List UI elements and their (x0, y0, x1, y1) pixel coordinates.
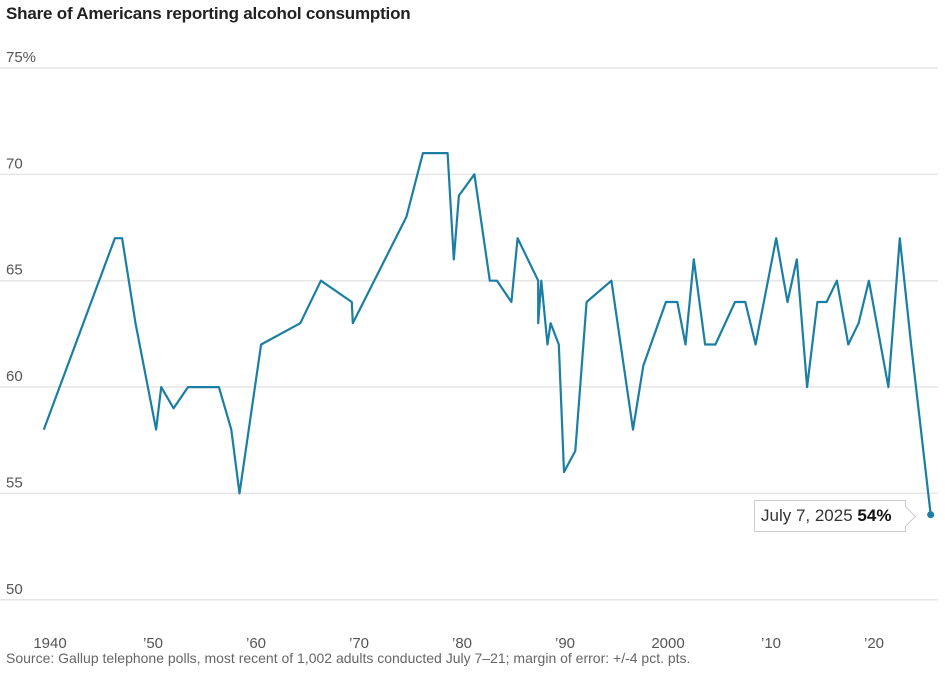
x-tick-label: ’50 (143, 635, 163, 652)
y-tick-label: 55 (6, 474, 23, 491)
x-tick-label: ’10 (761, 635, 781, 652)
series-line (42, 152, 932, 515)
x-tick-label: 2000 (651, 635, 684, 652)
y-tick-label: 70 (6, 155, 23, 172)
y-tick-label: 50 (6, 581, 23, 598)
x-tick-label: ’70 (349, 635, 369, 652)
x-tick-label: ’80 (452, 635, 472, 652)
y-tick-label: 75% (6, 49, 36, 66)
y-tick-label: 60 (6, 368, 23, 385)
callout-date: July 7, 2025 (761, 506, 853, 525)
x-tick-label: 1940 (33, 635, 66, 652)
source-note: Source: Gallup telephone polls, most rec… (6, 650, 691, 666)
latest-data-point (927, 511, 935, 519)
x-tick-label: ’90 (555, 635, 575, 652)
chart-title: Share of Americans reporting alcohol con… (6, 4, 411, 23)
latest-value-callout: July 7, 2025 54% (754, 500, 906, 532)
callout-value: 54% (857, 506, 892, 525)
x-tick-label: ’20 (864, 635, 884, 652)
y-tick-label: 65 (6, 262, 23, 279)
x-tick-label: ’60 (246, 635, 266, 652)
